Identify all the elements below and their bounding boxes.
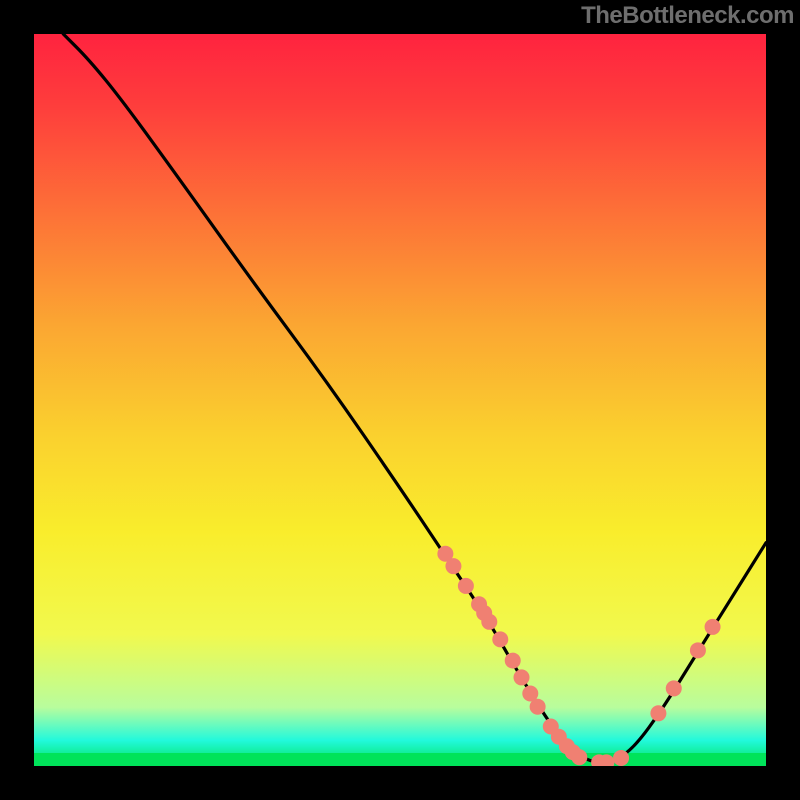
marker-group	[437, 546, 720, 766]
data-marker	[666, 680, 682, 696]
data-marker	[690, 642, 706, 658]
chart-overlay-svg	[34, 34, 766, 766]
watermark-text: TheBottleneck.com	[581, 2, 794, 30]
data-marker	[613, 750, 629, 766]
data-marker	[481, 614, 497, 630]
data-marker	[458, 578, 474, 594]
data-marker	[445, 558, 461, 574]
plot-area	[34, 34, 766, 766]
chart-frame: TheBottleneck.com	[0, 0, 800, 800]
data-marker	[650, 705, 666, 721]
data-marker	[492, 631, 508, 647]
data-marker	[514, 669, 530, 685]
data-marker	[505, 653, 521, 669]
bottleneck-curve	[63, 34, 766, 762]
data-marker	[571, 749, 587, 765]
data-marker	[705, 619, 721, 635]
data-marker	[530, 699, 546, 715]
